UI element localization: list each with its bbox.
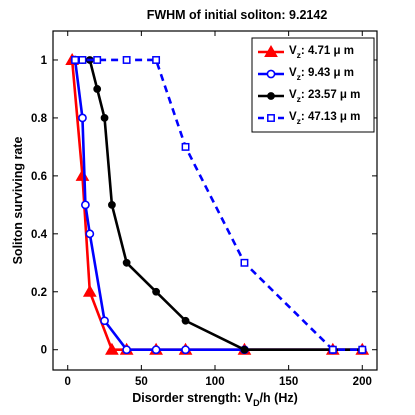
legend-entry-symbol: V (289, 89, 297, 101)
legend-entry-value: : 23.57 μ m (301, 89, 360, 101)
legend-entry-label: Vz: 4.71 μ m (289, 45, 354, 60)
series-1-point (105, 342, 119, 355)
y-tick-label: 0.6 (31, 171, 47, 183)
x-axis-label-subscript: D (253, 398, 260, 408)
series-4-point (152, 56, 161, 64)
series-4-point (71, 56, 80, 64)
legend-entry-value: : 47.13 μ m (301, 111, 360, 123)
series-2-point (78, 113, 87, 123)
chart-title: FWHM of initial soliton: 9.2142 (147, 8, 328, 22)
x-tick-label: 50 (135, 376, 148, 388)
x-axis-label-main: Disorder strength: V (132, 391, 254, 405)
series-4 (71, 56, 367, 354)
series-3-point (240, 345, 249, 354)
series-4-point (181, 142, 190, 151)
legend-swatch-marker (266, 69, 276, 79)
series-4-point (328, 345, 337, 354)
series-2-point (81, 200, 90, 210)
series-4-point (358, 345, 367, 354)
legend-entry-subscript: z (297, 94, 301, 104)
x-axis-label-unit: /h (Hz) (260, 391, 298, 405)
series-2-point (181, 345, 190, 355)
legend-entry-symbol: V (289, 111, 297, 123)
legend-entry-symbol: V (289, 67, 297, 79)
legend: Vz: 4.71 μ mVz: 9.43 μ mVz: 23.57 μ mVz:… (251, 37, 375, 133)
x-tick-label: 100 (205, 376, 224, 388)
series-4-point (122, 56, 131, 64)
y-tick-label: 0.8 (31, 113, 48, 125)
legend-swatch-marker (267, 92, 275, 100)
series-4-point (78, 56, 87, 64)
x-tick-label: 0 (65, 376, 71, 388)
legend-entry-value: : 4.71 μ m (301, 45, 354, 57)
series-2-point (100, 316, 109, 326)
y-axis-label: Soliton surviving rate (11, 137, 25, 265)
legend-entry-subscript: z (297, 50, 301, 60)
series-2-point (122, 345, 132, 355)
series-layer (65, 52, 370, 355)
y-tick-label: 0 (41, 345, 47, 357)
series-4-point (93, 56, 102, 64)
y-tick-label: 1 (41, 55, 48, 67)
y-tick-label: 0.2 (31, 287, 47, 299)
legend-entry-label: Vz: 47.13 μ m (289, 111, 360, 126)
legend-entry-symbol: V (289, 45, 297, 57)
legend-entry-label: Vz: 9.43 μ m (289, 67, 354, 82)
series-3-point (181, 316, 190, 325)
series-4-point (240, 258, 249, 267)
series-2-point (151, 345, 161, 355)
series-4-line (75, 58, 363, 352)
x-tick-label: 150 (279, 376, 298, 388)
series-3-point (93, 85, 102, 93)
legend-entry-subscript: z (297, 72, 301, 82)
legend-swatch-marker (267, 114, 275, 122)
legend-entry-value: : 9.43 μ m (301, 67, 354, 79)
series-3-point (100, 114, 109, 122)
y-tick-label: 0.4 (31, 229, 48, 241)
series-2-point (85, 229, 95, 239)
legend-entry-subscript: z (297, 116, 301, 126)
legend-swatch-marker (264, 44, 278, 57)
series-3-point (108, 200, 116, 209)
series-1-point (82, 284, 97, 297)
x-tick-label: 200 (353, 376, 372, 388)
legend-entry-label: Vz: 23.57 μ m (289, 89, 360, 104)
series-3-point (122, 258, 131, 267)
axis-ticks: 0 50 100 150 200 0 0.2 0.4 0.6 0.8 1 (31, 31, 377, 388)
x-axis-label: Disorder strength: VD/h (Hz) (132, 391, 298, 408)
series-3-point (152, 287, 160, 296)
